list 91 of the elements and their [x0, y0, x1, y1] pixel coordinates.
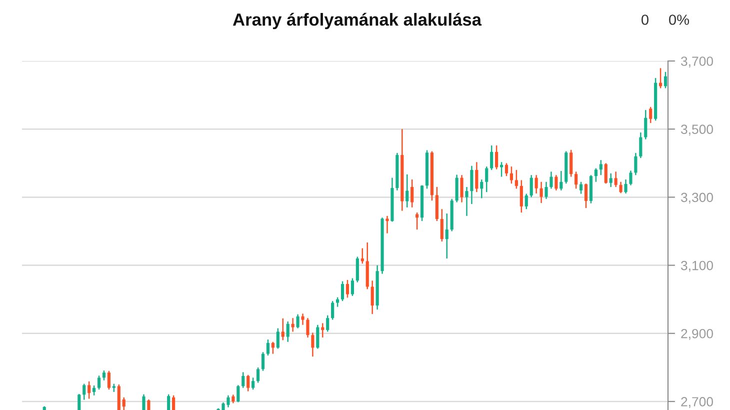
candlestick [82, 383, 86, 400]
candlestick [514, 169, 518, 190]
candlestick [296, 314, 300, 329]
candlestick [261, 351, 265, 372]
candlestick [242, 372, 245, 388]
candlestick [346, 279, 350, 298]
y-tick-label: 3,700 [681, 56, 713, 68]
candlestick [460, 174, 464, 203]
candlestick [256, 366, 260, 384]
candlestick [580, 181, 583, 194]
candlestick [510, 166, 514, 184]
candlestick [435, 186, 438, 222]
candlestick [236, 384, 240, 403]
candlestick [495, 144, 498, 170]
candlestick [534, 174, 538, 194]
candlestick [142, 394, 146, 410]
y-tick-label: 3,500 [681, 124, 713, 136]
text: 0% [669, 14, 690, 25]
candlestick [619, 181, 622, 194]
candlestick [584, 182, 588, 209]
candlestick [475, 162, 478, 193]
candlestick [629, 170, 632, 186]
candlestick [147, 398, 150, 410]
candlestick [470, 165, 474, 205]
candlestick [574, 171, 578, 190]
candlestick [649, 106, 652, 124]
candlestick [540, 181, 543, 204]
candlestick [455, 174, 458, 203]
candlestick [291, 317, 294, 332]
candlestick [370, 280, 374, 315]
candlestick [117, 384, 120, 410]
candlestick [485, 166, 488, 193]
candlestick [167, 394, 170, 410]
candlestick [520, 180, 523, 214]
candlestick [97, 374, 101, 390]
candlestick [530, 174, 533, 198]
candlestick [614, 171, 618, 188]
candlestick [554, 174, 558, 192]
candlestick [246, 374, 250, 392]
candlestick [286, 320, 290, 343]
candlestick [252, 377, 255, 390]
candlestick [639, 132, 642, 159]
candlestick [570, 149, 573, 178]
candlestick [490, 144, 494, 171]
y-tick-label: 3,100 [681, 260, 713, 272]
candlestick [356, 256, 359, 283]
candlestick [102, 370, 106, 382]
candlestick [266, 338, 270, 356]
candlestick [92, 384, 96, 396]
candlestick [465, 186, 468, 217]
candlestick [664, 71, 668, 89]
candlestick [172, 394, 176, 410]
candlestick [524, 193, 528, 210]
candlestick [311, 332, 314, 358]
candlestick [560, 170, 563, 192]
text: 0 [642, 14, 648, 25]
candlestick [306, 317, 310, 338]
candlestick [331, 300, 334, 320]
candlestick [594, 168, 598, 182]
candlestick [281, 318, 284, 341]
candlestick [416, 212, 419, 230]
candlestick [624, 178, 628, 194]
candlestick [445, 212, 448, 260]
candlestick [350, 278, 354, 297]
y-tick-label: 2,900 [681, 328, 713, 340]
candlestick [88, 380, 91, 400]
candlestick [410, 178, 414, 208]
y-tick-label: 2,700 [681, 397, 713, 408]
y-tick-label: 3,300 [681, 192, 713, 204]
candlestick [609, 172, 612, 188]
candlestick [406, 174, 409, 208]
candlestick [504, 162, 508, 177]
candlestick [271, 341, 274, 354]
chart-title: Arany árfolyamának alakulása [232, 12, 482, 30]
candlestick [107, 370, 110, 390]
candlestick [599, 159, 602, 176]
candlestick [544, 181, 548, 200]
candlestick [634, 152, 638, 176]
candlestick [276, 328, 280, 350]
candlestick [78, 393, 81, 410]
candlestick [316, 324, 320, 350]
candlestick [386, 215, 389, 234]
candlestick [122, 396, 126, 410]
candlestick [301, 313, 304, 326]
candlestick [340, 280, 344, 302]
candlestick [440, 208, 444, 242]
candlestick [550, 171, 553, 190]
candlestick [480, 178, 484, 199]
candlestick [644, 109, 648, 140]
candlestick [604, 162, 608, 184]
candlestick [326, 314, 330, 332]
